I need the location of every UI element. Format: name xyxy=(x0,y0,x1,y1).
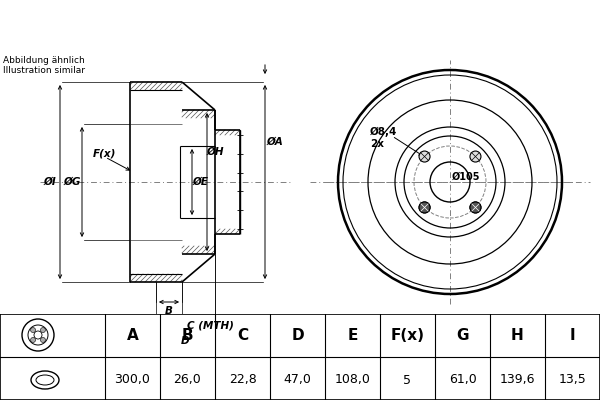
Circle shape xyxy=(40,338,46,342)
Text: 139,6: 139,6 xyxy=(500,374,535,386)
Text: 5: 5 xyxy=(404,374,412,386)
Text: 22,8: 22,8 xyxy=(229,374,256,386)
Text: Abbildung ähnlich: Abbildung ähnlich xyxy=(3,56,85,65)
Text: ØH: ØH xyxy=(206,147,224,157)
Text: 26,0: 26,0 xyxy=(173,374,202,386)
Text: F(x): F(x) xyxy=(93,149,116,159)
Text: 24.0326-0123.1: 24.0326-0123.1 xyxy=(160,15,344,35)
Text: ØA: ØA xyxy=(266,137,283,147)
Text: ØI: ØI xyxy=(44,177,56,187)
Text: 300,0: 300,0 xyxy=(115,374,151,386)
Circle shape xyxy=(419,202,430,213)
Text: C: C xyxy=(237,328,248,344)
Text: H: H xyxy=(511,328,524,344)
Text: D: D xyxy=(181,336,190,346)
Text: I: I xyxy=(569,328,575,344)
Text: B: B xyxy=(182,328,193,344)
Circle shape xyxy=(40,328,46,332)
Text: 2x: 2x xyxy=(370,139,384,149)
Text: ØE: ØE xyxy=(192,177,208,187)
Text: 13,5: 13,5 xyxy=(559,374,586,386)
Text: 108,0: 108,0 xyxy=(335,374,370,386)
Text: 47,0: 47,0 xyxy=(284,374,311,386)
Circle shape xyxy=(470,202,481,213)
Text: E: E xyxy=(347,328,358,344)
Text: B: B xyxy=(165,306,173,316)
Circle shape xyxy=(419,202,430,213)
Text: A: A xyxy=(127,328,139,344)
Circle shape xyxy=(470,151,481,162)
Text: Ø105: Ø105 xyxy=(452,172,481,182)
Circle shape xyxy=(31,328,35,332)
Text: Ø8,4: Ø8,4 xyxy=(370,127,397,137)
Text: ØG: ØG xyxy=(64,177,80,187)
Circle shape xyxy=(31,338,35,342)
Text: F(x): F(x) xyxy=(391,328,425,344)
Text: D: D xyxy=(291,328,304,344)
Text: Illustration similar: Illustration similar xyxy=(3,66,85,75)
Text: C (MTH): C (MTH) xyxy=(187,321,234,331)
Circle shape xyxy=(470,202,481,213)
Text: G: G xyxy=(456,328,469,344)
Circle shape xyxy=(419,151,430,162)
Text: 61,0: 61,0 xyxy=(449,374,476,386)
Text: 526123: 526123 xyxy=(394,15,482,35)
